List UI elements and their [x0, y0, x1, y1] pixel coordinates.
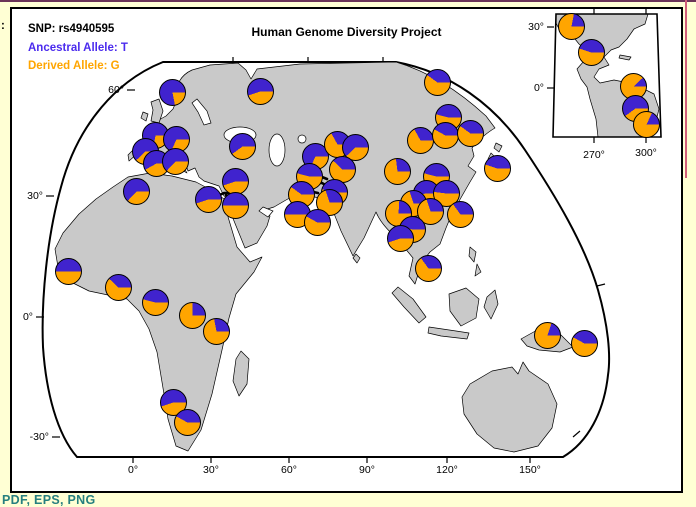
- allele-frequency-pie: [431, 121, 459, 149]
- axis-tick-label: 30°: [528, 21, 544, 33]
- landmass-madagascar: [232, 350, 250, 397]
- landmass-srilanka: [352, 253, 361, 264]
- landmass-philippines: [468, 246, 482, 277]
- snp-legend: SNP: rs4940595 Ancestral Allele: T Deriv…: [28, 20, 128, 76]
- axis-tick-label: 120°: [436, 464, 458, 476]
- persian-gulf: [258, 206, 274, 218]
- baltic-sea: [191, 98, 212, 126]
- caspian-sea: [268, 133, 286, 167]
- axis-tick-mark: [572, 430, 581, 438]
- landmass-java: [427, 326, 470, 340]
- inset-frame: [552, 13, 662, 138]
- allele-frequency-pie: [456, 119, 484, 147]
- axis-tick-label: 0°: [22, 311, 33, 323]
- derived-allele-label: Derived Allele: G: [28, 60, 120, 72]
- download-links[interactable]: PDF, EPS, PNG: [2, 493, 96, 507]
- allele-frequency-pie: [54, 257, 82, 285]
- landmass-sulawesi: [483, 289, 499, 320]
- allele-frequency-pie: [158, 78, 186, 106]
- allele-frequency-pie: [423, 68, 451, 96]
- snp-id-label: SNP: rs4940595: [28, 23, 115, 35]
- axis-tick-label: 0°: [533, 82, 544, 94]
- allele-frequency-pie: [303, 208, 331, 236]
- allele-frequency-pie: [328, 155, 356, 183]
- page-right-edge-line: [685, 0, 687, 178]
- allele-frequency-pie: [446, 200, 474, 228]
- allele-frequency-pie: [632, 110, 660, 138]
- allele-frequency-pie: [194, 185, 222, 213]
- allele-frequency-pie: [221, 167, 249, 195]
- aral-sea: [297, 134, 307, 144]
- allele-frequency-pie: [570, 329, 598, 357]
- allele-frequency-pie: [533, 321, 561, 349]
- clipped-left-text-fragment: :: [1, 20, 5, 32]
- landmass-borneo: [448, 287, 480, 327]
- allele-frequency-pie: [406, 126, 434, 154]
- allele-frequency-pie: [173, 408, 201, 436]
- axis-tick-label: -30°: [29, 431, 49, 443]
- map-title: Human Genome Diversity Project: [251, 25, 442, 39]
- allele-frequency-pie: [202, 317, 230, 345]
- allele-frequency-pie: [557, 12, 585, 40]
- allele-frequency-pie: [221, 191, 249, 219]
- allele-frequency-pie: [104, 273, 132, 301]
- axis-tick-label: 150°: [519, 464, 541, 476]
- axis-tick-label: 0°: [127, 464, 139, 476]
- allele-frequency-pie: [577, 38, 605, 66]
- landmass-ireland: [140, 111, 149, 122]
- allele-frequency-pie: [386, 224, 414, 252]
- axis-tick-label: 60°: [108, 84, 124, 96]
- allele-frequency-pie: [228, 132, 256, 160]
- allele-frequency-pie: [246, 77, 274, 105]
- page-top-border: [0, 0, 696, 2]
- axis-tick-label: 60°: [281, 464, 297, 476]
- axis-tick-label: 270°: [583, 149, 605, 161]
- axis-tick-label: 30°: [203, 464, 219, 476]
- ancestral-allele-label: Ancestral Allele: T: [28, 41, 128, 54]
- landmass-sumatra: [391, 286, 427, 324]
- allele-frequency-pie: [141, 288, 169, 316]
- allele-frequency-pie: [383, 157, 411, 185]
- landmass-australia: [461, 361, 558, 453]
- allele-frequency-pie: [414, 254, 442, 282]
- allele-frequency-pie: [178, 301, 206, 329]
- axis-tick-mark: [596, 283, 606, 287]
- axis-tick-label: 90°: [359, 464, 375, 476]
- axis-tick-label: 30°: [27, 190, 43, 202]
- axis-ticks: [36, 9, 647, 463]
- axis-tick-label: 300°: [635, 147, 657, 159]
- allele-frequency-pie: [483, 154, 511, 182]
- allele-frequency-pie: [122, 177, 150, 205]
- landmass-cuba: [618, 54, 632, 61]
- allele-frequency-pie: [161, 147, 189, 175]
